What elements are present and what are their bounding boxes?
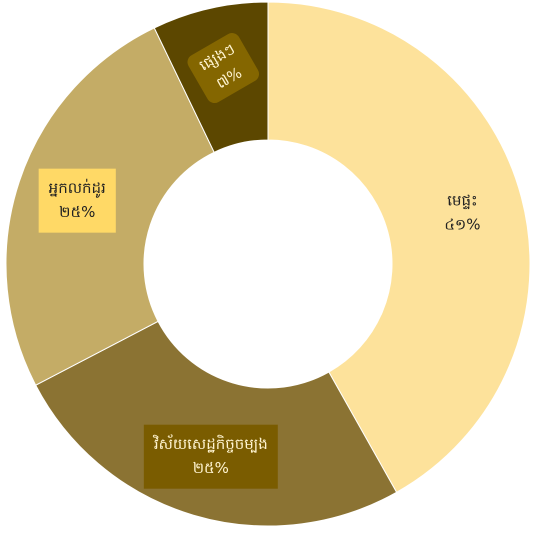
category-label: វិស័យសេដ្ឋកិច្ចចម្បង: [153, 434, 268, 453]
donut-slice: [267, 1, 531, 493]
label-box: [187, 33, 260, 104]
label-box: [38, 168, 116, 233]
value-label: ២៥%: [59, 203, 95, 221]
slice-label: មេផ្ទះ៤១%: [444, 192, 480, 234]
donut-slice: [35, 320, 398, 527]
value-label: ២៥%: [193, 459, 229, 477]
slice-label: អ្នកលក់ដូរ២៥%: [38, 168, 116, 233]
category-label: មេផ្ទះ: [447, 192, 477, 210]
label-box: [143, 424, 278, 489]
value-label: ៤១%: [444, 216, 480, 234]
category-label: អ្នកលក់ដូរ: [49, 178, 106, 198]
slice-label: ផ្សេងៗ៧%: [187, 33, 260, 104]
